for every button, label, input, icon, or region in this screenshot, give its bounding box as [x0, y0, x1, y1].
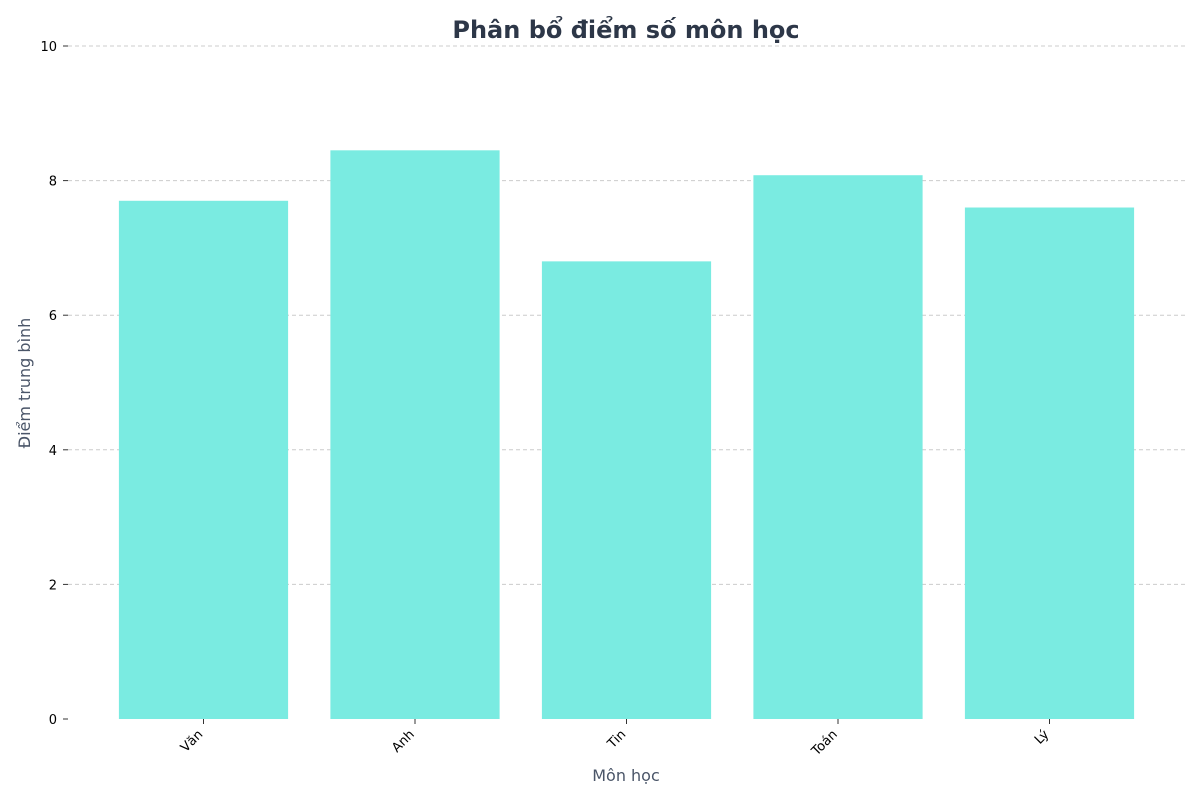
x-tick-label-0: Văn — [178, 727, 206, 755]
y-axis-label: Điểm trung bình — [15, 318, 34, 449]
y-tick-label-3: 6 — [49, 309, 57, 324]
y-tick-label-1: 2 — [49, 578, 57, 593]
chart-title: Phân bổ điểm số môn học — [452, 14, 799, 44]
x-tick-label-1: Anh — [389, 727, 418, 756]
y-axis-ticks: 0 2 4 6 8 10 — [40, 40, 68, 728]
x-tick-label-2: Tin — [604, 727, 629, 752]
x-axis-ticks: Văn Anh Tin Toán Lý — [178, 719, 1053, 760]
y-tick-label-0: 0 — [49, 713, 57, 728]
bar-3 — [753, 175, 923, 719]
x-tick-label-3: Toán — [808, 727, 840, 759]
bar-1 — [330, 150, 500, 719]
y-tick-label-2: 4 — [49, 444, 57, 459]
x-tick-label-4: Lý — [1032, 727, 1053, 748]
bar-4 — [964, 207, 1135, 719]
x-axis-label: Môn học — [592, 766, 660, 785]
bar-2 — [541, 261, 712, 719]
bar-0 — [118, 200, 289, 720]
y-tick-label-5: 10 — [40, 40, 57, 55]
y-tick-label-4: 8 — [49, 175, 57, 190]
bars — [118, 150, 1135, 720]
